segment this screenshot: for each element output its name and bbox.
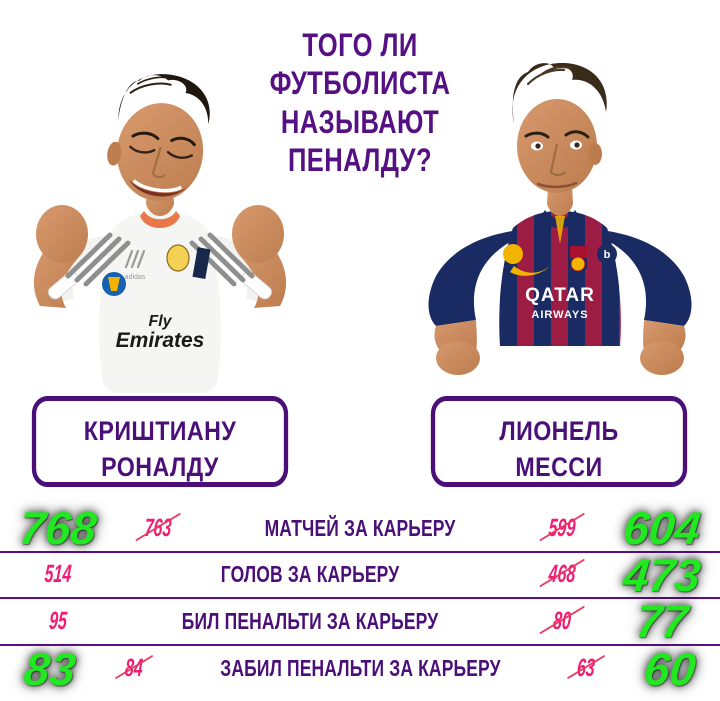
svg-text:adidas: adidas [125, 274, 146, 281]
svg-text:AIRWAYS: AIRWAYS [531, 309, 588, 321]
svg-text:b: b [604, 249, 611, 261]
svg-text:QATAR: QATAR [525, 285, 595, 306]
svg-text:Fly: Fly [148, 313, 172, 330]
svg-text:Emirates: Emirates [116, 329, 205, 352]
